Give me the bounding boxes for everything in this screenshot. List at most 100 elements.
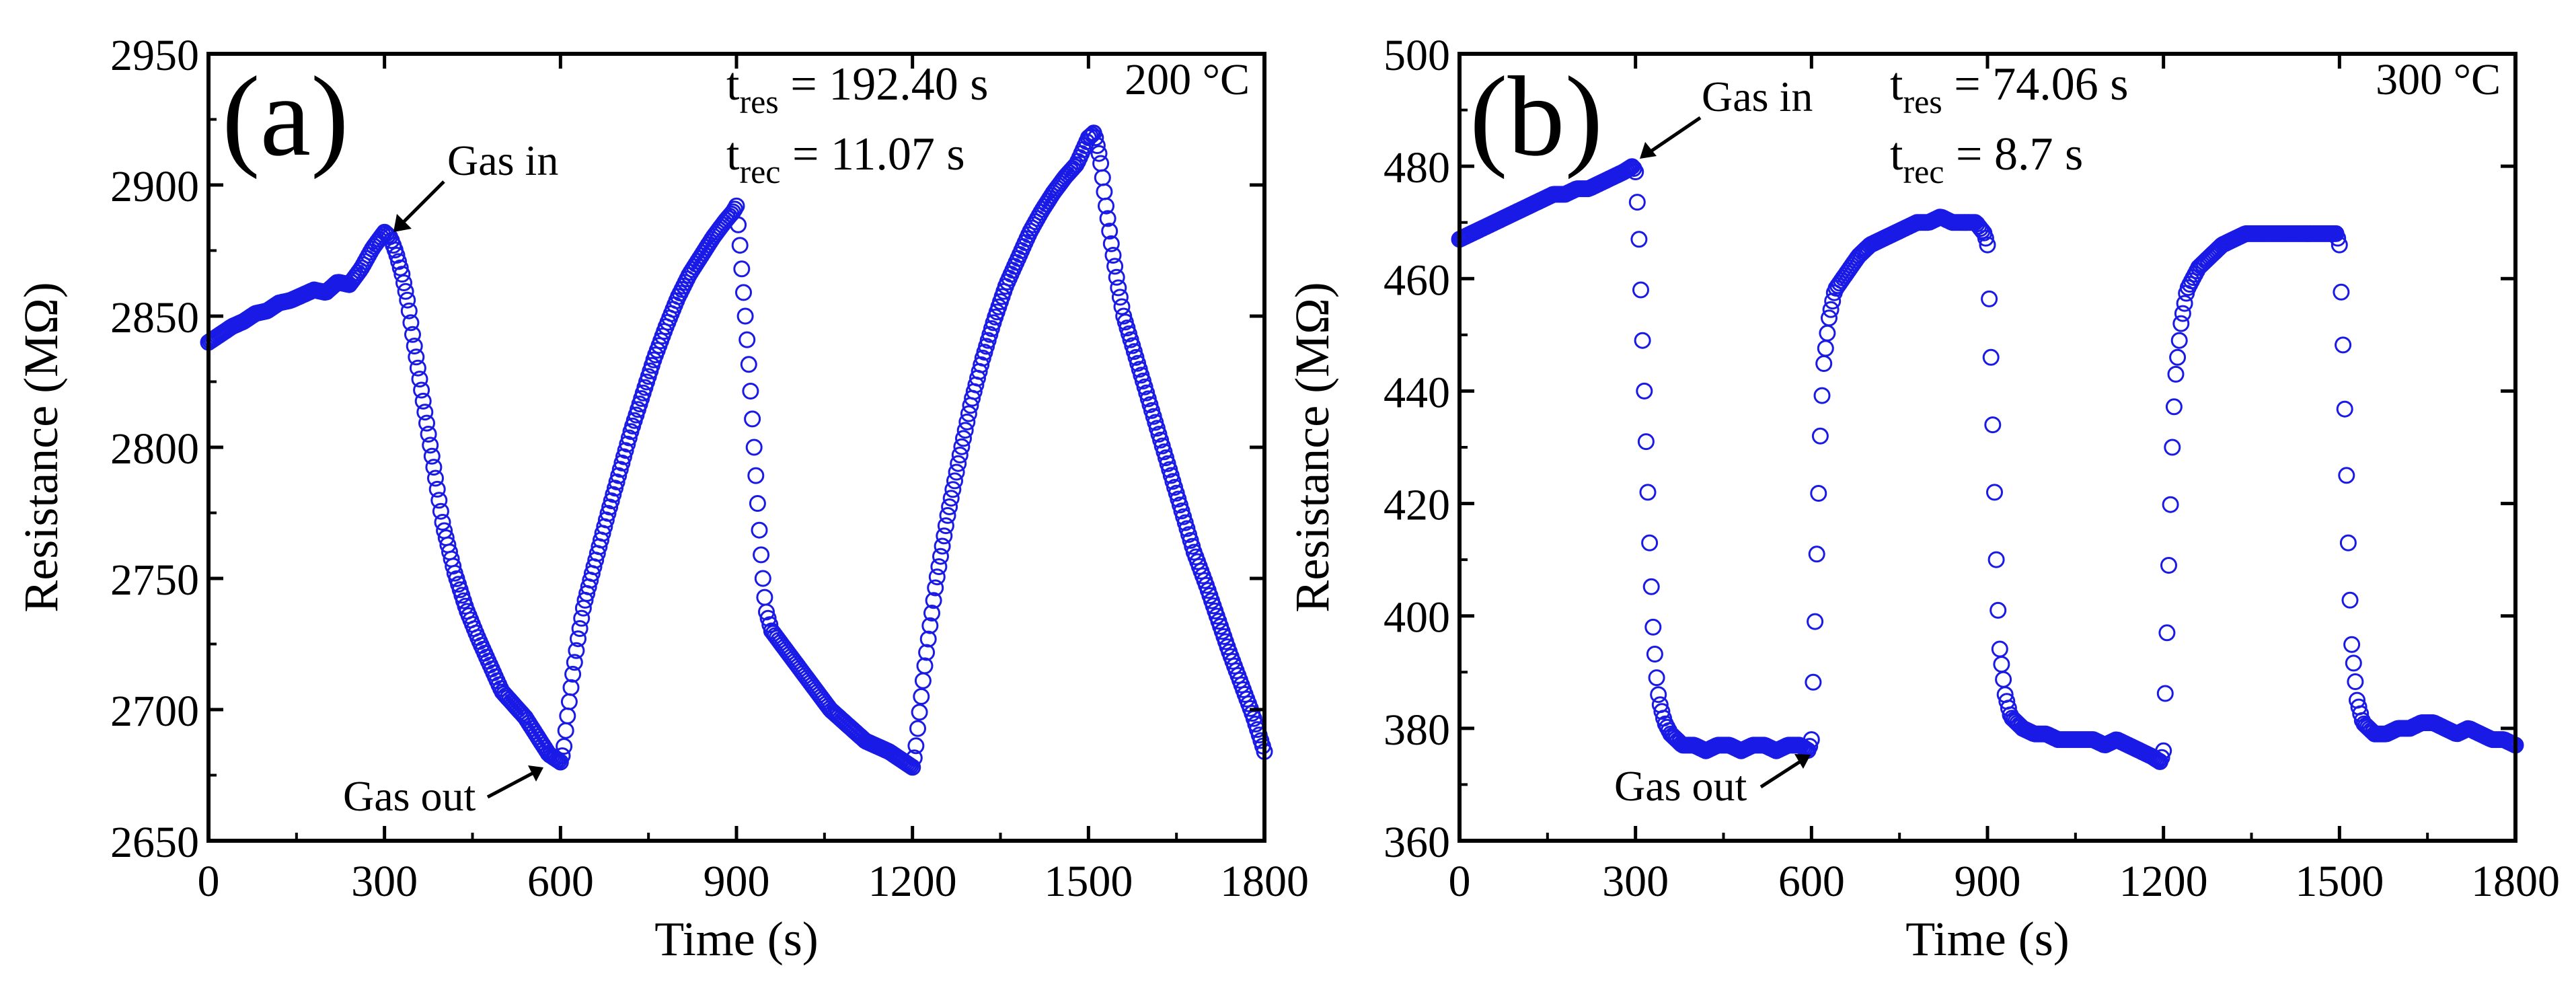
panel-b-data-point [2165, 398, 2183, 416]
panel-b-data-point [1642, 578, 1660, 595]
panel-a-data-point [930, 558, 948, 575]
panel-b-data-series [1451, 158, 2524, 770]
panel-a-data-point [409, 359, 426, 377]
panel-a-gas-in-arrow [399, 180, 445, 227]
panel-b-y-tick-label: 480 [1384, 143, 1450, 192]
panel-b-data-point [2329, 229, 2347, 247]
panel-a-data-point [916, 657, 934, 675]
panel-a-data-point [759, 609, 777, 627]
panel-a-data-point [399, 291, 416, 309]
panel-a-data-point [388, 247, 406, 264]
panel-b-ticks: 0 300 600 900 1200 1500 1800 360 380 400 420 440 460… [1384, 31, 2560, 906]
panel-b-y-tick-label: 420 [1384, 481, 1450, 530]
panel-a-data-point [733, 260, 751, 278]
panel-b-response-value: = 74.06 s [1942, 59, 2129, 110]
panel-a-data-point [556, 738, 573, 755]
panel-a-data-point [918, 644, 936, 661]
panel-a-data-point [390, 253, 408, 270]
panel-a-data-point [944, 481, 962, 498]
panel-b-data-point [1807, 613, 1824, 630]
panel-a-label: (a) [222, 53, 349, 180]
panel-a-x-tick-label: 900 [704, 857, 770, 906]
panel-a-data-point [909, 720, 926, 737]
panel-b-data-point [2331, 236, 2348, 254]
panel-b-data-point [1628, 194, 1646, 211]
panel-a-data-point [613, 454, 631, 471]
panel-a-data-point [955, 430, 972, 447]
panel-b-data-point [1636, 382, 1653, 400]
panel-a-response-value: = 192.40 s [779, 59, 989, 110]
panel-a-recovery-base: t [726, 128, 740, 180]
panel-b-y-tick-label: 400 [1384, 593, 1450, 642]
panel-a-data-point [927, 579, 944, 597]
panel-b-data-point [1641, 534, 1659, 552]
panel-b-data-point [2172, 315, 2190, 332]
panel-a-recovery-time: trec = 11.07 s [726, 128, 965, 190]
panel-b-data-point [1639, 484, 1657, 501]
panel-a-data-point [1087, 129, 1104, 147]
panel-a-x-tick-label: 1500 [1044, 857, 1133, 906]
panel-b-x-tick-label: 0 [1449, 857, 1471, 906]
panel-a-data-point [617, 442, 634, 459]
panel-a-x-axis-title: Time (s) [654, 912, 818, 966]
panel-a-ticks: 0 300 600 900 1200 1500 1800 2650 2700 2750 2800 28… [110, 31, 1309, 906]
panel-a-data-point [742, 383, 759, 400]
panel-b-data-point [1977, 229, 1994, 247]
panel-a-data-point [919, 630, 937, 648]
panel-b-data-point [2339, 534, 2357, 552]
panel-a-data-point [395, 274, 412, 291]
panel-a-data-point [1106, 258, 1124, 275]
panel-a-data-point [411, 371, 428, 388]
panel-a-data-point [420, 426, 437, 443]
panel-a-data-point [932, 547, 949, 565]
panel-b-y-tick-label: 460 [1384, 256, 1450, 305]
panel-a-data-point [413, 381, 430, 399]
panel-a-data-point [605, 486, 622, 503]
panel-b-data-point [2155, 742, 2172, 759]
panel-a-data-point [921, 617, 939, 634]
panel-b-data-point [2153, 749, 2170, 766]
panel-a-data-point [946, 472, 963, 490]
panel-a-data-point [735, 284, 752, 301]
panel-b-data-point [1979, 236, 1996, 254]
panel-a-data-point [1111, 289, 1129, 306]
panel-b-data-point [1637, 433, 1655, 451]
panel-a-data-point [406, 338, 423, 354]
panel-b-data-point [2336, 400, 2353, 418]
panel-b-recovery-base: t [1890, 128, 1903, 180]
panel-b-data-point [2338, 467, 2355, 484]
panel-b-data-point [1973, 222, 1991, 239]
panel-b-data-point [1821, 309, 1838, 327]
panel-a-data-point [728, 197, 745, 215]
panel-a-gas-out-label: Gas out [343, 772, 476, 820]
panel-a-data-point [937, 517, 954, 535]
panel-a-data-point [554, 747, 571, 765]
panel-b-data-point [1632, 281, 1649, 299]
panel-a-data-point [951, 447, 969, 463]
panel-b-data-point [1822, 301, 1840, 318]
panel-a-response-time: tres = 192.40 s [726, 59, 988, 120]
panel-a-temperature: 200 °C [1125, 55, 1250, 104]
panel-a-data-point [1102, 235, 1120, 252]
panel-a-data-point [958, 413, 976, 430]
panel-b-data-point [2347, 673, 2364, 690]
panel-b-data-point [1811, 427, 1829, 445]
panel-b-data-point [1644, 618, 1662, 636]
panel-b-data-point [2164, 439, 2181, 456]
panel-a-data-point [950, 455, 967, 472]
panel-a-data-point [960, 405, 977, 422]
panel-a-data-point [416, 404, 434, 421]
panel-b-gas-out-label: Gas out [1614, 762, 1747, 810]
panel-a-data-point [1101, 223, 1119, 240]
panel-a-data-point [754, 570, 771, 587]
panel-a-data-point [432, 502, 449, 520]
panel-b-gas-out-arrowhead [1794, 754, 1811, 769]
panel-b-data-point [1803, 731, 1820, 749]
panel-a-data-point [751, 521, 768, 539]
panel-b-data-point [1987, 551, 2005, 568]
panel-a-data-point [973, 356, 990, 373]
panel-a-data-point [753, 546, 770, 564]
panel-b-data-point [2176, 295, 2193, 312]
panel-b-data-point [1808, 545, 1825, 563]
